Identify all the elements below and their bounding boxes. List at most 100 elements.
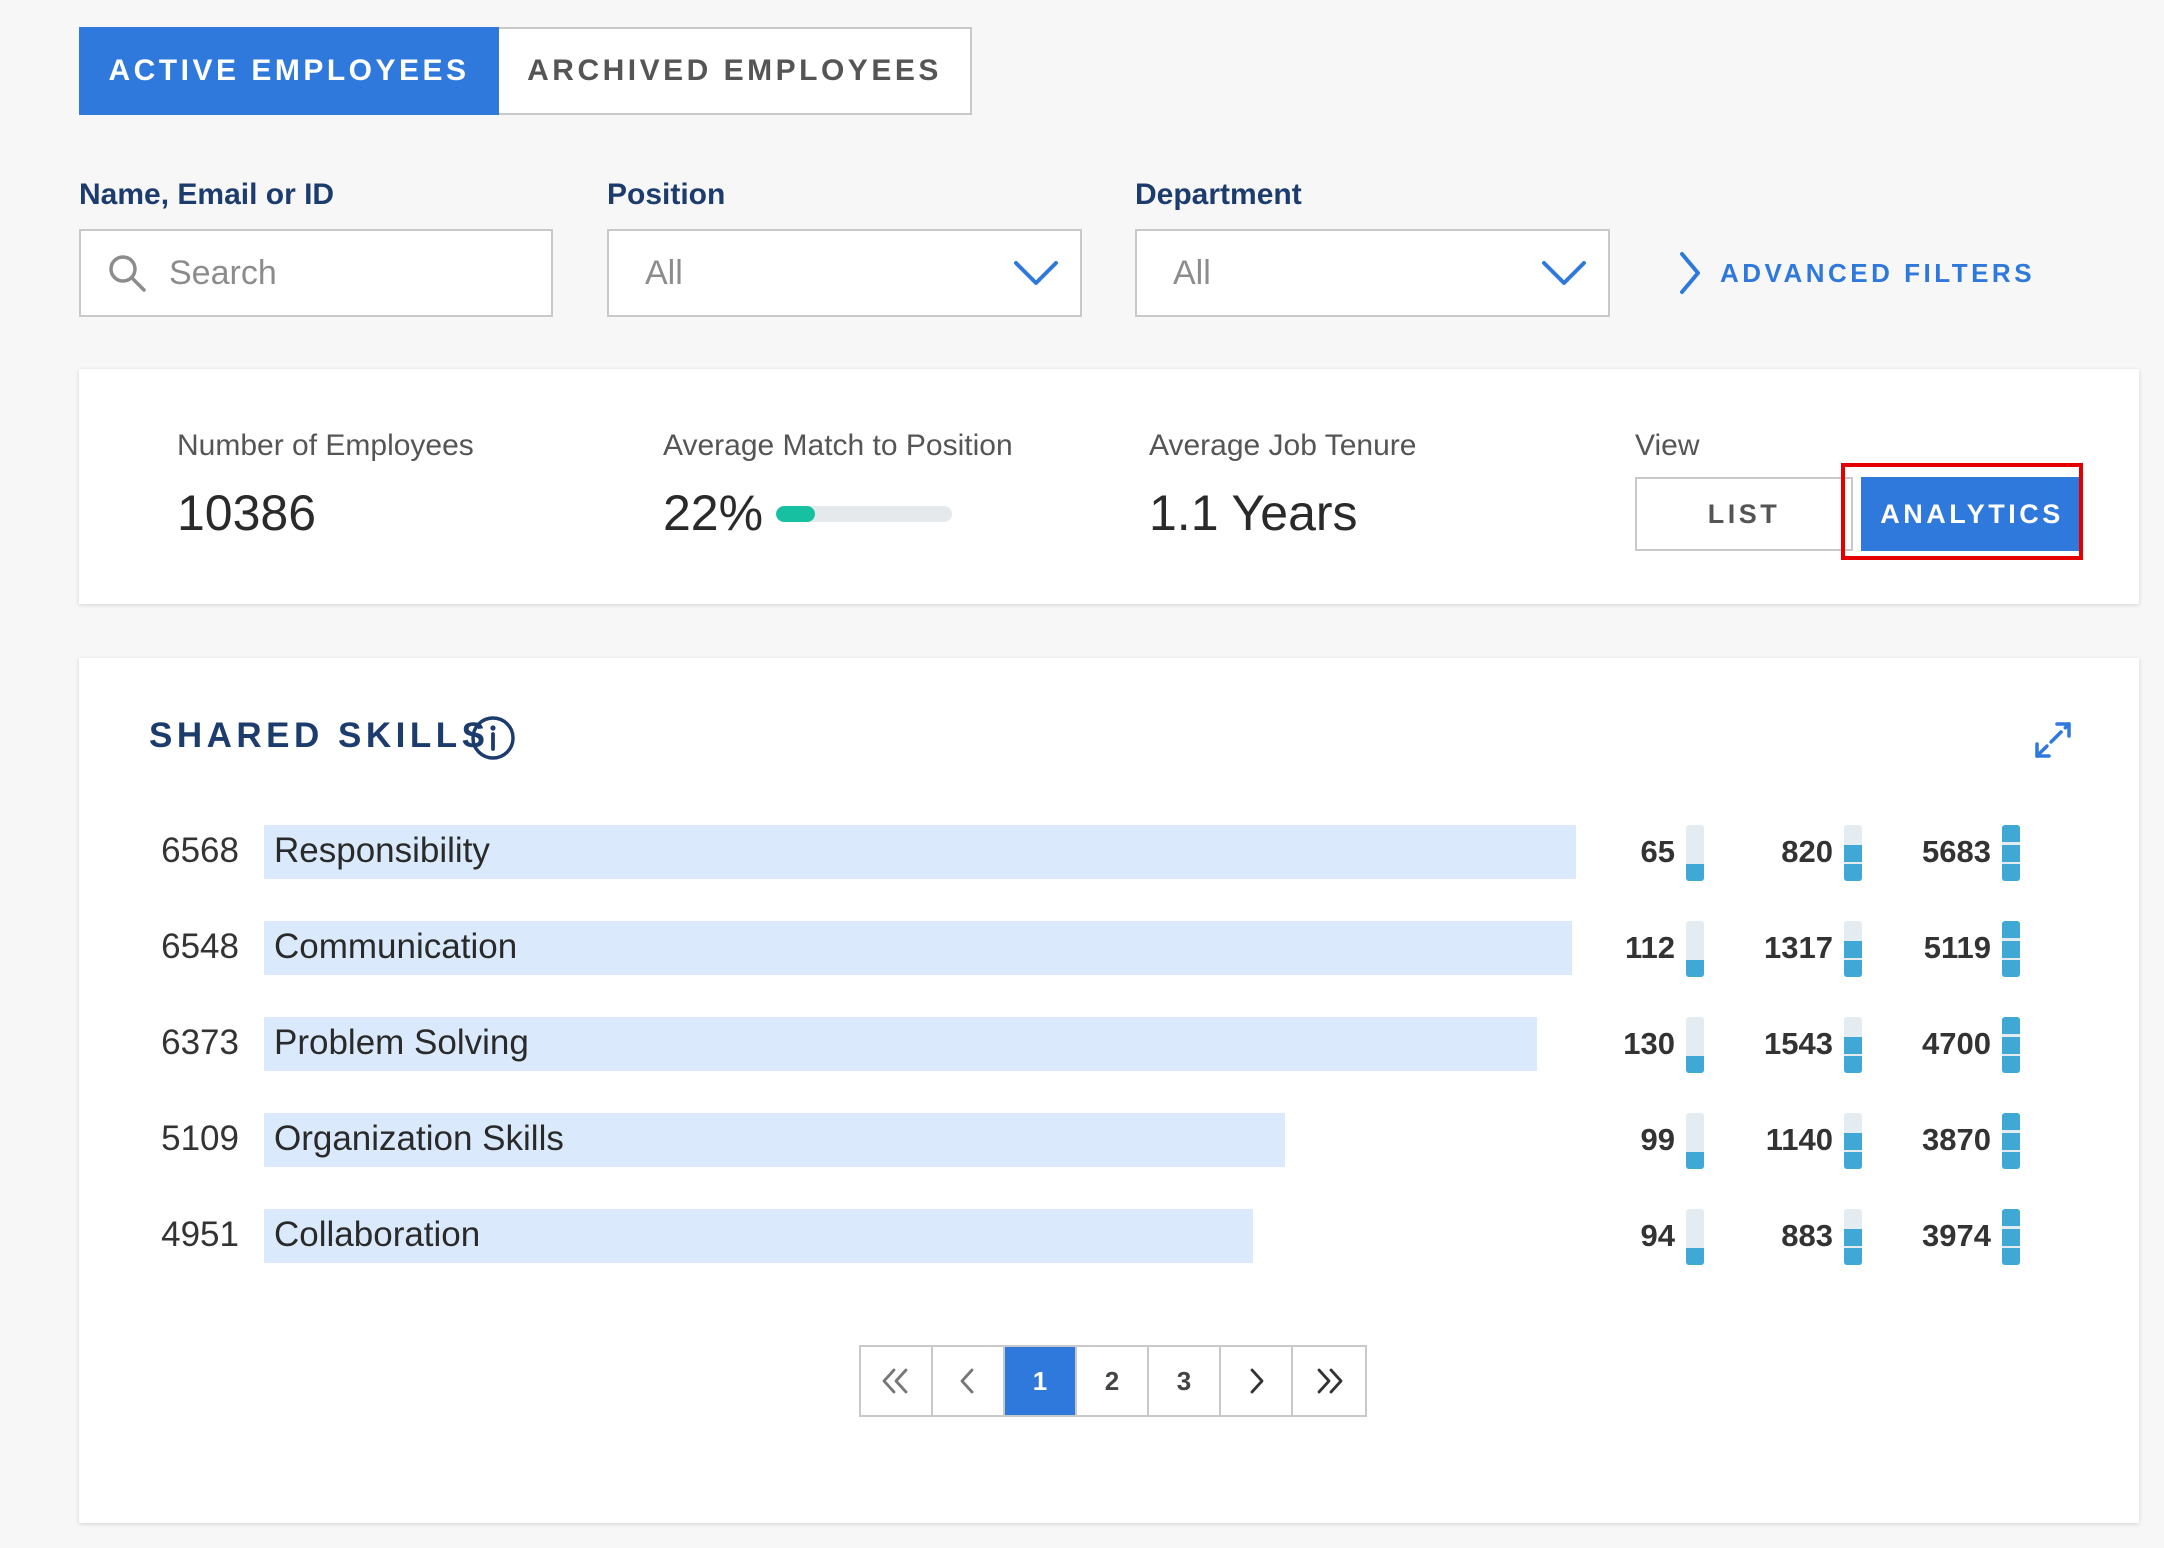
first-page-button[interactable] (861, 1347, 933, 1415)
skill-level-segment (2002, 864, 2020, 881)
skill-bar (264, 921, 1572, 975)
skill-level-meter (2002, 1017, 2020, 1073)
skill-count: 4951 (161, 1215, 239, 1254)
skill-row[interactable]: 6373 Problem Solving 130 1543 4700 (79, 1017, 2139, 1073)
match-progress-bar (776, 506, 952, 522)
skill-level-meter (1686, 1017, 1704, 1073)
skill-name: Organization Skills (274, 1119, 564, 1158)
skill-level-segment (2002, 1056, 2020, 1073)
chevron-down-icon (1542, 261, 1586, 285)
skill-level-segment (1844, 940, 1862, 958)
skill-row[interactable]: 6568 Responsibility 65 820 5683 (79, 825, 2139, 881)
skill-level-count: 3974 (1922, 1218, 1991, 1253)
page-button-2[interactable]: 2 (1077, 1347, 1149, 1415)
skill-level-segment (2002, 921, 2020, 938)
prev-page-button[interactable] (933, 1347, 1005, 1415)
skill-level-count: 1317 (1764, 930, 1833, 965)
skill-count: 6373 (161, 1023, 239, 1062)
skill-level-meter (1844, 1113, 1862, 1169)
match-progress-fill (776, 506, 815, 522)
skill-level-segment (1686, 1056, 1704, 1073)
skill-level-segment (1844, 1036, 1862, 1054)
advanced-filters-link[interactable]: ADVANCED FILTERS (1676, 248, 2035, 298)
skill-level-count: 1543 (1764, 1026, 1833, 1061)
skill-level-segment (2002, 825, 2020, 842)
view-label: View (1635, 429, 1700, 462)
skill-level-segment (1686, 864, 1704, 881)
skill-bar (264, 1113, 1285, 1167)
skill-bar (264, 1209, 1253, 1263)
chevron-right-icon (1680, 252, 1700, 294)
skill-level-segment (2002, 844, 2020, 862)
skill-level-segment (1844, 1132, 1862, 1150)
skill-level-count: 4700 (1922, 1026, 1991, 1061)
view-toggle: LIST ANALYTICS (1635, 477, 2083, 551)
skill-level-meter (1844, 921, 1862, 977)
department-select[interactable]: All (1135, 229, 1610, 317)
position-select[interactable]: All (607, 229, 1082, 317)
advanced-filters-label: ADVANCED FILTERS (1720, 257, 2036, 288)
shared-skills-title: SHARED SKILLS (149, 716, 490, 755)
skill-level-segment (1686, 960, 1704, 977)
search-label: Name, Email or ID (79, 178, 335, 211)
skill-bar (264, 825, 1576, 879)
skill-level-segment (2002, 940, 2020, 958)
employees-value: 10386 (177, 485, 317, 541)
skill-level-segment (1844, 864, 1862, 881)
skill-level-meter (1844, 1017, 1862, 1073)
skill-level-segment (2002, 1152, 2020, 1169)
tab-archived-employees[interactable]: ARCHIVED EMPLOYEES (499, 27, 972, 115)
skill-level-segment (2002, 1113, 2020, 1130)
skill-level-segment (1844, 844, 1862, 862)
skill-level-meter (2002, 825, 2020, 881)
highlight-annotation (1841, 463, 2083, 560)
last-page-button[interactable] (1293, 1347, 1365, 1415)
skill-level-count: 5119 (1923, 930, 1991, 965)
skill-level-meter (1844, 825, 1862, 881)
skill-count: 6568 (161, 831, 239, 870)
page-button-1[interactable]: 1 (1005, 1347, 1077, 1415)
skill-name: Collaboration (274, 1215, 481, 1254)
skill-level-segment (2002, 1228, 2020, 1246)
skill-level-segment (1686, 1152, 1704, 1169)
search-input[interactable]: Search (79, 229, 553, 317)
skill-name: Responsibility (274, 831, 490, 870)
skill-level-count: 65 (1640, 834, 1675, 869)
skill-level-segment (1686, 1248, 1704, 1265)
skill-row[interactable]: 5109 Organization Skills 99 1140 3870 (79, 1113, 2139, 1169)
department-label: Department (1135, 178, 1302, 211)
chevron-down-icon (1014, 261, 1058, 285)
tab-active-employees[interactable]: ACTIVE EMPLOYEES (79, 27, 499, 115)
skill-level-segment (2002, 1036, 2020, 1054)
skill-level-count: 820 (1781, 834, 1833, 869)
page-button-3[interactable]: 3 (1149, 1347, 1221, 1415)
list-view-button[interactable]: LIST (1635, 477, 1853, 551)
skill-level-segment (2002, 1132, 2020, 1150)
skill-level-segment (1844, 1152, 1862, 1169)
expand-icon[interactable] (2031, 718, 2075, 762)
search-icon (109, 255, 146, 292)
chevron-right-icon (1250, 1368, 1264, 1394)
skill-level-count: 5683 (1922, 834, 1991, 869)
analytics-view-button[interactable]: ANALYTICS (1861, 477, 2083, 551)
skill-row[interactable]: 4951 Collaboration 94 883 3974 (79, 1209, 2139, 1265)
skill-level-meter (1686, 1113, 1704, 1169)
tenure-label: Average Job Tenure (1149, 429, 1417, 462)
skill-level-segment (1844, 960, 1862, 977)
pagination: 1 2 3 (859, 1345, 1367, 1417)
double-chevron-right-icon (1317, 1368, 1343, 1394)
stats-card: Number of Employees 10386 Average Match … (79, 369, 2139, 604)
skill-row[interactable]: 6548 Communication 112 1317 5119 (79, 921, 2139, 977)
skill-level-count: 3870 (1922, 1122, 1991, 1157)
search-placeholder: Search (169, 253, 277, 292)
skill-name: Problem Solving (274, 1023, 529, 1062)
skill-level-meter (2002, 1113, 2020, 1169)
double-chevron-left-icon (882, 1368, 908, 1394)
skill-level-segment (1844, 1056, 1862, 1073)
skill-level-segment (2002, 1248, 2020, 1265)
chevron-left-icon (960, 1368, 974, 1394)
skill-level-count: 94 (1640, 1218, 1675, 1253)
skill-count: 6548 (161, 927, 239, 966)
info-icon[interactable] (470, 715, 516, 761)
next-page-button[interactable] (1221, 1347, 1293, 1415)
